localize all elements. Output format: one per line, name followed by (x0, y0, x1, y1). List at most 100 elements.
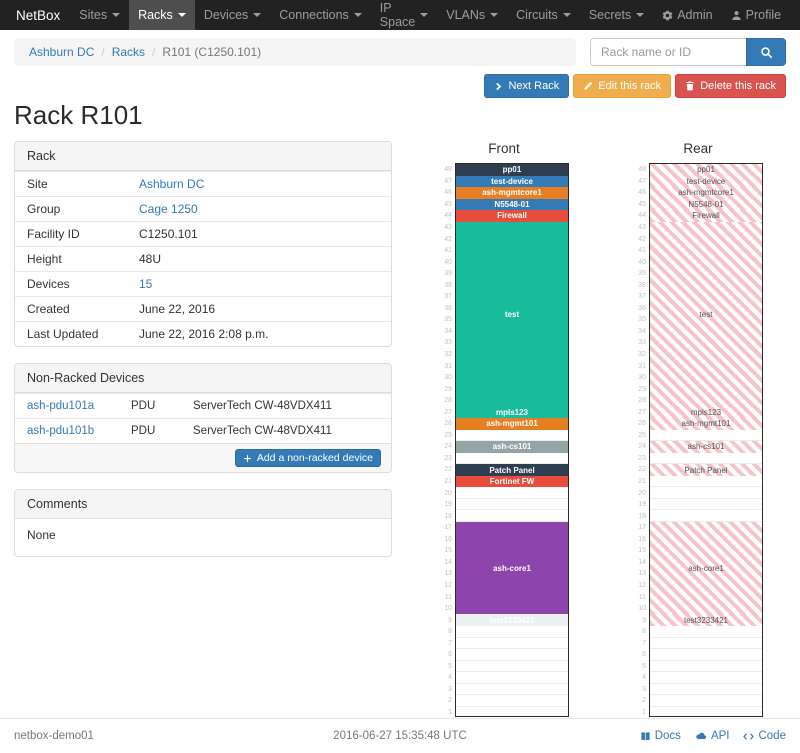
unit-number: 37 (444, 293, 452, 301)
attr-row-group: Group Cage 1250 (15, 196, 391, 221)
breadcrumb-site-link[interactable]: Ashburn DC (29, 45, 95, 59)
unit-number: 47 (444, 177, 452, 185)
rack-device-ash-cs101[interactable]: ash-cs101 (456, 441, 568, 453)
api-link[interactable]: API (695, 730, 729, 742)
rack-device-ash-core1[interactable]: ash-core1 (650, 522, 762, 615)
unit-number: 30 (638, 374, 646, 382)
add-non-racked-device-button[interactable]: Add a non-racked device (234, 449, 381, 467)
rack-device-ash-mgmt101[interactable]: ash-mgmt101 (456, 418, 568, 430)
rack-device-test-device[interactable]: test-device (456, 175, 568, 188)
rack-device-mpls123[interactable]: mpls123 (650, 406, 762, 419)
rack-device-test[interactable]: test (650, 221, 762, 407)
nav-item-label: Racks (138, 8, 173, 22)
rack-device-test[interactable]: test (456, 221, 568, 407)
nav-item-racks[interactable]: Racks (129, 0, 195, 30)
nav-item-label: Devices (203, 8, 249, 22)
unit-number: 36 (444, 304, 452, 312)
rack-device-patch-panel[interactable]: Patch Panel (650, 464, 762, 476)
rack-slot-empty (650, 476, 762, 488)
search-input[interactable] (590, 38, 746, 66)
nav-item-label: VLANs (446, 8, 486, 22)
rack-slot-empty (650, 511, 762, 523)
rack-slot-empty (456, 626, 568, 638)
group-link[interactable]: Cage 1250 (139, 202, 198, 216)
nav-item-connections[interactable]: Connections (270, 0, 371, 30)
nav-item-circuits[interactable]: Circuits (507, 0, 580, 30)
device-link[interactable]: ash-pdu101b (27, 425, 95, 437)
nav-logout[interactable]: Log out (790, 0, 800, 30)
rack-device-ash-mgmtcore1[interactable]: ash-mgmtcore1 (456, 187, 568, 199)
rack-slot-empty (456, 649, 568, 661)
navbar-brand[interactable]: NetBox (16, 7, 61, 23)
rack-device-n5548-01[interactable]: N5548-01 (456, 198, 568, 211)
rack-slot-empty (650, 626, 762, 638)
rack-device-pp01[interactable]: pp01 (456, 164, 568, 176)
rack-device-test3233421[interactable]: test3233421 (456, 614, 568, 626)
rear-rack-elevation: pp01 test-device ash-mgmtcore1 N5548-01 Fire… (649, 163, 763, 719)
rack-device-pp01[interactable]: pp01 (650, 164, 762, 176)
rack-device-ash-mgmtcore1[interactable]: ash-mgmtcore1 (650, 187, 762, 199)
rack-device-firewall[interactable]: Firewall (650, 210, 762, 222)
rack-device-mpls123[interactable]: mpls123 (456, 406, 568, 419)
edit-rack-button[interactable]: Edit this rack (573, 74, 672, 98)
attr-label: Site (27, 177, 48, 191)
unit-number: 34 (638, 327, 646, 335)
attr-row-last-updated: Last Updated June 22, 2016 2:08 p.m. (15, 321, 391, 346)
nav-profile[interactable]: Profile (722, 0, 790, 30)
nav-item-devices[interactable]: Devices (195, 0, 270, 30)
breadcrumb-racks-link[interactable]: Racks (111, 45, 146, 59)
rack-device-test-device[interactable]: test-device (650, 175, 762, 188)
rack-device-fortinet-fw[interactable]: Fortinet FW (456, 475, 568, 488)
table-row: ash-pdu101a PDU ServerTech CW-48VDX411 (15, 393, 391, 418)
front-rack-title: Front (488, 141, 520, 156)
unit-number: 29 (444, 385, 452, 393)
unit-number: 14 (638, 558, 646, 566)
device-link[interactable]: ash-pdu101a (27, 400, 95, 412)
delete-rack-button[interactable]: Delete this rack (675, 74, 786, 98)
device-model: ServerTech CW-48VDX411 (193, 400, 332, 412)
rack-device-test3233421[interactable]: test3233421 (650, 614, 762, 626)
attr-label: Group (27, 202, 61, 216)
device-role: PDU (131, 400, 156, 412)
site-link[interactable]: Ashburn DC (139, 177, 205, 191)
unit-number: 6 (642, 651, 646, 659)
next-rack-button[interactable]: Next Rack (484, 74, 570, 98)
unit-number: 24 (638, 443, 646, 451)
rack-device-n5548-01[interactable]: N5548-01 (650, 198, 762, 211)
chevron-down-icon (490, 13, 499, 17)
search-icon (760, 46, 773, 59)
hostname: netbox-demo01 (14, 730, 94, 742)
code-link[interactable]: Code (743, 730, 786, 742)
rack-device-patch-panel[interactable]: Patch Panel (456, 464, 568, 476)
unit-number: 5 (642, 662, 646, 670)
unit-number: 15 (444, 547, 452, 555)
nav-admin[interactable]: Admin (653, 0, 721, 30)
nav-item-sites[interactable]: Sites (70, 0, 129, 30)
nav-item-ip-space[interactable]: IP Space (371, 0, 437, 30)
unit-number: 12 (444, 581, 452, 589)
created-value: June 22, 2016 (139, 302, 216, 316)
unit-number: 21 (638, 478, 646, 486)
rack-device-ash-cs101[interactable]: ash-cs101 (650, 441, 762, 453)
rack-device-firewall[interactable]: Firewall (456, 210, 568, 222)
nav-item-label: Secrets (588, 8, 632, 22)
docs-link[interactable]: Docs (640, 730, 681, 742)
device-role: PDU (131, 425, 156, 437)
chevron-down-icon (253, 13, 262, 17)
main-area: Rack Site Ashburn DC Group Cage 1250 Fac… (14, 141, 786, 718)
rack-search (590, 38, 786, 66)
unit-number: 44 (444, 212, 452, 220)
nav-item-secrets[interactable]: Secrets (580, 0, 653, 30)
unit-number: 13 (638, 570, 646, 578)
unit-number: 11 (444, 593, 452, 601)
devices-count-link[interactable]: 15 (139, 277, 153, 291)
search-button[interactable] (746, 38, 786, 66)
rack-device-ash-core1[interactable]: ash-core1 (456, 522, 568, 615)
rack-slot-empty (650, 430, 762, 442)
unit-number: 16 (444, 535, 452, 543)
rack-slot-empty (650, 707, 762, 719)
attr-label: Last Updated (27, 327, 99, 341)
unit-number: 25 (638, 431, 646, 439)
rack-device-ash-mgmt101[interactable]: ash-mgmt101 (650, 418, 762, 430)
nav-item-vlans[interactable]: VLANs (437, 0, 507, 30)
